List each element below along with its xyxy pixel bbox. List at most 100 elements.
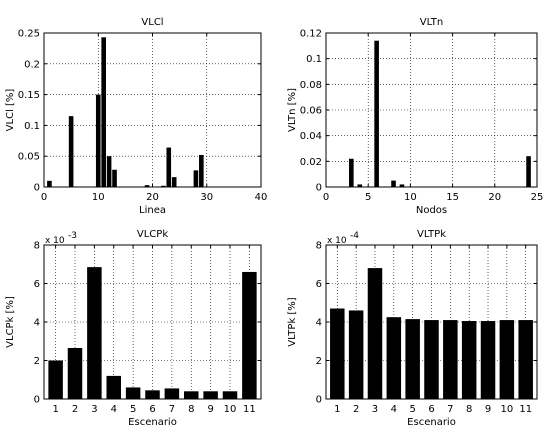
x-tick-label: 11	[519, 404, 532, 415]
x-tick-label: 11	[243, 404, 256, 415]
x-tick-label: 7	[447, 404, 453, 415]
bar	[405, 319, 420, 399]
y-tick-label: 0.1	[306, 54, 322, 65]
y-tick-label: 6	[316, 279, 322, 290]
x-tick-label: 4	[391, 404, 397, 415]
bar	[106, 375, 121, 399]
bar	[95, 94, 101, 187]
bar	[443, 320, 458, 399]
x-tick-label: 6	[428, 404, 434, 415]
x-tick-label: 10	[224, 404, 237, 415]
y-tick-label: 0.25	[18, 29, 40, 40]
x-tick-label: 9	[485, 404, 491, 415]
x-tick-label: 2	[353, 404, 359, 415]
bar	[374, 40, 379, 188]
x-tick-label: 30	[200, 192, 213, 203]
y-tick-label: 0	[316, 395, 322, 406]
chart-panel-3: 1 2 3 4 5 6 7 8 9 10 11 0 2 4 6 8 VLCPk Escenario VLCPk [%…	[5, 229, 262, 428]
bar	[87, 267, 102, 399]
x-tick-label: 2	[72, 404, 78, 415]
bar	[101, 37, 106, 188]
bar	[424, 320, 439, 399]
y-tick-label: 0.15	[18, 90, 40, 101]
x-axis-label: Linea	[139, 205, 166, 216]
bar	[203, 391, 218, 399]
bar	[391, 180, 396, 187]
y-tick-label: 0.04	[300, 131, 322, 142]
x-axis-label: Nodos	[416, 205, 447, 216]
x-tick-label: 6	[149, 404, 155, 415]
bar	[330, 308, 345, 399]
x-tick-label: 40	[255, 192, 268, 203]
x-tick-label: 8	[466, 404, 472, 415]
y-tick-label: 8	[316, 241, 322, 252]
bar	[125, 387, 141, 399]
bar	[367, 268, 383, 399]
x-tick-label: 3	[372, 404, 378, 415]
x-tick-label: 7	[169, 404, 175, 415]
y-tick-label: 0.06	[300, 106, 322, 117]
y-tick-label: 2	[34, 356, 40, 367]
plot-area	[44, 33, 261, 187]
x-tick-label: 0	[323, 192, 329, 203]
bar	[164, 388, 180, 399]
bar	[112, 169, 117, 187]
y-axis-label: VLTn [%]	[287, 88, 298, 132]
y-tick-label: 0	[316, 183, 322, 194]
x-tick-label: 10	[500, 404, 513, 415]
chart-panel-2: 0 5 10 15 20 25 0 0.02 0.04 0.06 0.08 0.1 0.12 VLTn No…	[287, 17, 543, 216]
chart-panel-4: 1 2 3 4 5 6 7 8 9 10 11 0 2 4 6 8 VLTPk Escenario VLTPk [%…	[287, 229, 538, 428]
x-tick-label: 25	[531, 192, 544, 203]
bar	[161, 185, 166, 187]
chart-panel-1: 0 10 20 30 40 0 0.05 0.1 0.15 0.2 0.25 VLCl Linea VLC…	[5, 17, 267, 216]
y-tick-label: 8	[34, 241, 40, 252]
x-tick-label: 20	[146, 192, 159, 203]
y-tick-label: 0.05	[18, 152, 40, 163]
y-tick-label: 0.08	[300, 80, 322, 91]
y-tick-label: 0.12	[300, 29, 322, 40]
bar	[348, 310, 364, 399]
chart-title: VLTn	[420, 17, 443, 28]
bar	[144, 185, 150, 187]
bar	[461, 321, 477, 399]
x-tick-label: 10	[404, 192, 417, 203]
y-exponent-base: x 10	[45, 236, 65, 246]
bar	[518, 320, 533, 399]
x-axis-label: Escenario	[407, 417, 456, 428]
bar	[145, 390, 160, 399]
y-tick-label: 6	[34, 279, 40, 290]
bar	[222, 391, 238, 399]
y-axis-label: VLCl [%]	[5, 89, 16, 132]
y-tick-label: 4	[316, 318, 322, 329]
y-tick-label: 0.02	[300, 157, 322, 168]
bar	[67, 347, 83, 399]
chart-title: VLCl	[141, 17, 163, 28]
y-axis-label: VLTPk [%]	[287, 297, 298, 347]
x-tick-label: 1	[334, 404, 340, 415]
bar	[193, 170, 199, 187]
chart-title: VLCPk	[137, 229, 168, 240]
bar	[47, 180, 52, 187]
y-tick-label: 4	[34, 318, 40, 329]
bar	[357, 184, 363, 187]
x-tick-label: 8	[188, 404, 194, 415]
bar	[242, 271, 257, 399]
y-exponent-power: -4	[350, 231, 359, 241]
bar	[171, 177, 177, 187]
bar	[386, 317, 402, 399]
x-tick-label: 5	[409, 404, 415, 415]
chart-title: VLTPk	[417, 229, 446, 240]
y-tick-label: 0.2	[24, 59, 40, 70]
y-tick-label: 0	[34, 395, 40, 406]
bar	[166, 147, 172, 187]
x-tick-label: 3	[91, 404, 97, 415]
x-tick-label: 1	[52, 404, 58, 415]
bar	[480, 321, 496, 399]
bar	[526, 156, 531, 187]
y-axis-label: VLCPk [%]	[5, 296, 16, 348]
x-tick-label: 5	[365, 192, 371, 203]
bar	[349, 158, 354, 187]
y-tick-label: 0	[34, 183, 40, 194]
